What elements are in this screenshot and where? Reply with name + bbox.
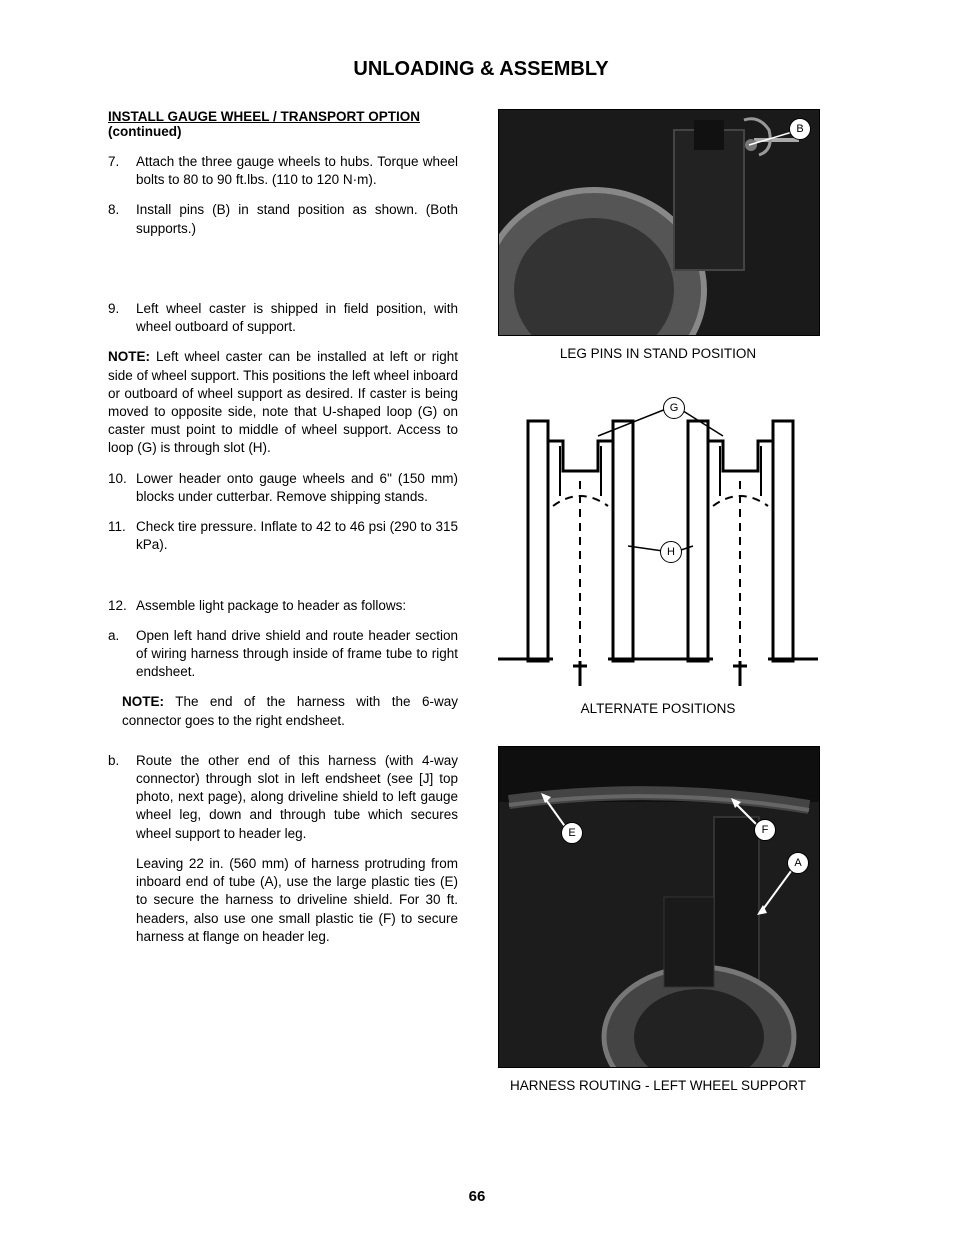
photo-svg bbox=[499, 110, 819, 335]
substep-letter: b. bbox=[108, 752, 136, 843]
figure-1: B LEG PINS IN STAND POSITION bbox=[498, 109, 818, 361]
figure-3: E F A HARNESS ROUTING - LEFT WHEEL SUPPO… bbox=[498, 746, 818, 1093]
diagram-svg bbox=[498, 391, 818, 691]
two-column-layout: INSTALL GAUGE WHEEL / TRANSPORT OPTION (… bbox=[108, 109, 854, 1093]
page-number: 66 bbox=[0, 1188, 954, 1205]
step-number: 10. bbox=[108, 470, 136, 506]
diagram-alternate-positions: G H bbox=[498, 391, 818, 691]
callout-a: A bbox=[787, 852, 809, 874]
page: UNLOADING & ASSEMBLY INSTALL GAUGE WHEEL… bbox=[0, 0, 954, 1235]
step-text: Install pins (B) in stand position as sh… bbox=[136, 201, 458, 237]
callout-h: H bbox=[660, 541, 682, 563]
left-column: INSTALL GAUGE WHEEL / TRANSPORT OPTION (… bbox=[108, 109, 458, 1093]
page-title: UNLOADING & ASSEMBLY bbox=[108, 58, 854, 81]
step-text: Attach the three gauge wheels to hubs. T… bbox=[136, 153, 458, 189]
note-2: NOTE: The end of the harness with the 6-… bbox=[108, 693, 458, 729]
step-number: 12. bbox=[108, 597, 136, 615]
section-heading: INSTALL GAUGE WHEEL / TRANSPORT OPTION bbox=[108, 109, 458, 124]
step-11: 11. Check tire pressure. Inflate to 42 t… bbox=[108, 518, 458, 554]
substep-b-cont: Leaving 22 in. (560 mm) of harness protr… bbox=[136, 855, 458, 946]
step-number: 8. bbox=[108, 201, 136, 237]
callout-b: B bbox=[789, 118, 811, 140]
step-number: 7. bbox=[108, 153, 136, 189]
substep-b: b. Route the other end of this harness (… bbox=[108, 752, 458, 843]
photo-harness-routing: E F A bbox=[498, 746, 820, 1068]
step-text: Check tire pressure. Inflate to 42 to 46… bbox=[136, 518, 458, 554]
step-text: Left wheel caster is shipped in field po… bbox=[136, 300, 458, 336]
figure-2: G H ALTERNATE POSITIONS bbox=[498, 391, 818, 716]
step-text: Lower header onto gauge wheels and 6" (1… bbox=[136, 470, 458, 506]
photo-svg bbox=[499, 747, 819, 1067]
continued-label: (continued) bbox=[108, 124, 458, 139]
substep-text: Open left hand drive shield and route he… bbox=[136, 627, 458, 682]
step-number: 9. bbox=[108, 300, 136, 336]
step-text: Assemble light package to header as foll… bbox=[136, 597, 458, 615]
right-column: B LEG PINS IN STAND POSITION bbox=[498, 109, 838, 1093]
step-number: 11. bbox=[108, 518, 136, 554]
step-12: 12. Assemble light package to header as … bbox=[108, 597, 458, 615]
substep-a: a. Open left hand drive shield and route… bbox=[108, 627, 458, 682]
step-8: 8. Install pins (B) in stand position as… bbox=[108, 201, 458, 237]
substep-text: Route the other end of this harness (wit… bbox=[136, 752, 458, 843]
step-7: 7. Attach the three gauge wheels to hubs… bbox=[108, 153, 458, 189]
step-10: 10. Lower header onto gauge wheels and 6… bbox=[108, 470, 458, 506]
callout-e: E bbox=[561, 822, 583, 844]
note-text: The end of the harness with the 6-way co… bbox=[122, 694, 458, 727]
callout-f: F bbox=[754, 819, 776, 841]
substep-letter: a. bbox=[108, 627, 136, 682]
note-text: Left wheel caster can be installed at le… bbox=[108, 349, 458, 455]
note-1: NOTE: Left wheel caster can be installed… bbox=[108, 348, 458, 457]
photo-leg-pins: B bbox=[498, 109, 820, 336]
figure-1-caption: LEG PINS IN STAND POSITION bbox=[498, 346, 818, 361]
figure-2-caption: ALTERNATE POSITIONS bbox=[498, 701, 818, 716]
note-label: NOTE: bbox=[108, 349, 150, 364]
figure-3-caption: HARNESS ROUTING - LEFT WHEEL SUPPORT bbox=[498, 1078, 818, 1093]
step-9: 9. Left wheel caster is shipped in field… bbox=[108, 300, 458, 336]
callout-g: G bbox=[663, 397, 685, 419]
note-label: NOTE: bbox=[122, 694, 164, 709]
